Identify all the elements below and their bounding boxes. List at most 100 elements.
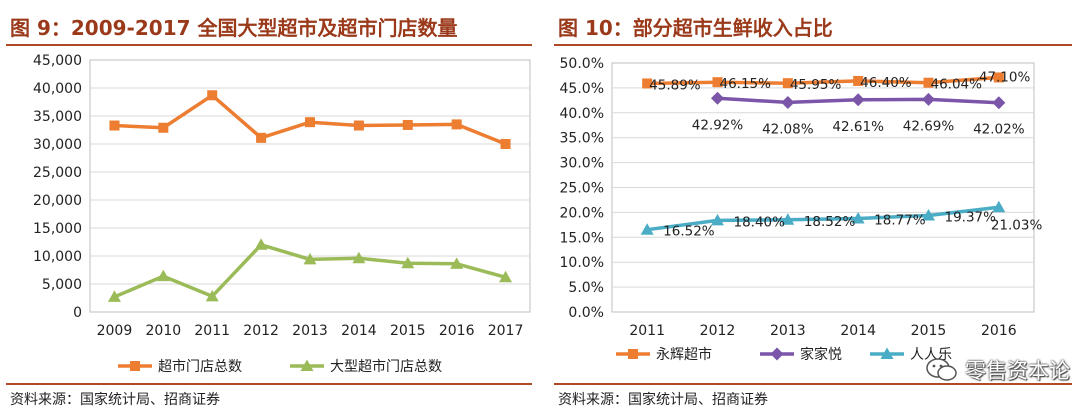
data-point (992, 200, 1006, 213)
y-tick-label: 10,000 (33, 249, 82, 265)
data-point (107, 290, 121, 302)
y-tick-label: 35.0% (560, 131, 604, 147)
data-point (781, 213, 795, 225)
data-point (450, 257, 464, 269)
data-point (451, 119, 462, 130)
x-tick-label: 2012 (700, 323, 736, 339)
y-tick-label: 5.0% (568, 280, 604, 296)
y-tick-label: 45.0% (560, 81, 604, 97)
data-point (642, 78, 653, 89)
data-label: 18.52% (804, 214, 856, 230)
y-tick-label: 30.0% (560, 156, 604, 172)
data-label: 19.37% (945, 210, 997, 226)
chart-panel-store-counts: 图 9：2009-2017 全国大型超市及超市门店数量 0 5,000 10,000… (6, 16, 532, 408)
data-point (712, 77, 723, 88)
x-tick-label: 2016 (981, 323, 1017, 339)
data-point (711, 91, 724, 105)
data-point (254, 238, 268, 250)
x-tick-label: 2013 (770, 323, 806, 339)
data-point (922, 92, 935, 106)
data-point (851, 212, 865, 224)
data-point (401, 256, 415, 269)
legend-marker (770, 347, 784, 361)
watermark: 零售资本论 (925, 355, 1070, 385)
chart-panel-fresh-share: 图 10：部分超市生鲜收入占比 0.0% 5.0% 10.0% 15.0% 20.0% 2… (548, 0, 1080, 420)
data-label: 42.92% (692, 117, 744, 133)
y-tick-label: 0.0% (568, 305, 604, 321)
data-point (781, 95, 795, 109)
data-point (156, 269, 170, 282)
source-note: 资料来源：国家统计局、招商证券 (558, 392, 768, 408)
y-tick-label: 20,000 (33, 193, 82, 209)
y-tick-label: 30,000 (33, 137, 82, 153)
legend-item-2: 大型超市门店总数 (290, 358, 442, 375)
data-label: 46.40% (860, 75, 912, 91)
watermark-text: 零售资本论 (965, 359, 1070, 383)
chart-title: 图 10：部分超市生鲜收入占比 (558, 12, 833, 41)
data-point (499, 270, 513, 283)
figure-title: 2009-2017 全国大型超市及超市门店数量 (70, 16, 458, 40)
legend-label: 永辉超市 (656, 346, 712, 363)
y-tick-label: 40,000 (33, 81, 82, 97)
y-tick-label: 25,000 (33, 165, 82, 181)
series-3: 16.52% 18.40% 18.52% 18.77% 19.37%21.03% (640, 200, 1043, 240)
data-point (158, 122, 169, 133)
x-tick-label: 2010 (146, 323, 182, 339)
figure-label: 图 9： (10, 16, 71, 40)
data-label: 18.77% (874, 213, 926, 229)
data-label: 42.61% (832, 119, 884, 135)
data-point (305, 117, 315, 128)
data-label: 42.08% (762, 121, 814, 137)
series-line (646, 205, 1000, 232)
x-tick-label: 2017 (488, 323, 524, 339)
x-tick-label: 2009 (97, 323, 133, 339)
x-tick-label: 2015 (390, 323, 426, 339)
figure-label: 图 10： (558, 16, 633, 40)
data-point (500, 139, 511, 149)
data-point (711, 213, 724, 226)
source-note: 资料来源：国家统计局、招商证券 (10, 392, 220, 408)
y-tick-label: 50.0% (560, 56, 604, 72)
data-label: 46.15% (720, 76, 772, 92)
y-tick-label: 15,000 (33, 221, 82, 237)
data-point (640, 223, 654, 235)
legend-item-1: 超市门店总数 (118, 358, 242, 375)
data-point (992, 96, 1006, 110)
title-divider (6, 44, 532, 46)
data-point (256, 132, 267, 143)
y-tick-label: 25.0% (560, 181, 604, 197)
y-tick-label: 20.0% (560, 205, 604, 221)
series-1 (109, 90, 511, 149)
data-point (853, 75, 864, 86)
legend-label: 大型超市门店总数 (330, 358, 442, 375)
data-point (205, 289, 219, 302)
data-label: 47.10% (979, 69, 1031, 85)
series-2 (107, 238, 513, 302)
plot-frame (89, 59, 531, 313)
series-2: 42.92% 42.08% 42.61% 42.69% 42.02% (692, 91, 1025, 138)
x-tick-label: 2014 (341, 323, 377, 339)
y-tick-label: 35,000 (33, 109, 82, 125)
legend-marker (628, 349, 638, 359)
legend-item-2: 家家悦 (760, 346, 842, 363)
data-label: 16.52% (663, 224, 715, 240)
data-label: 42.02% (973, 122, 1025, 138)
data-point (993, 72, 1004, 83)
data-point (109, 120, 120, 131)
data-label: 21.03% (991, 217, 1043, 233)
data-point (352, 251, 366, 264)
x-tick-label: 2014 (840, 323, 876, 339)
legend-marker (130, 361, 140, 371)
x-tick-label: 2013 (292, 323, 328, 339)
data-label: 46.04% (931, 77, 983, 93)
legend-label: 超市门店总数 (158, 358, 242, 375)
data-label: 42.69% (903, 118, 955, 134)
title-divider (554, 44, 1072, 46)
y-tick-label: 5,000 (42, 277, 82, 293)
y-tick-label: 0 (73, 305, 82, 321)
series-1: 45.89% 46.15% 45.95% 46.40% 46.04%47.10% (642, 69, 1030, 93)
legend-label: 家家悦 (800, 346, 842, 363)
legend-marker (880, 347, 894, 359)
y-tick-label: 40.0% (560, 106, 604, 122)
x-tick-label: 2011 (194, 323, 230, 339)
